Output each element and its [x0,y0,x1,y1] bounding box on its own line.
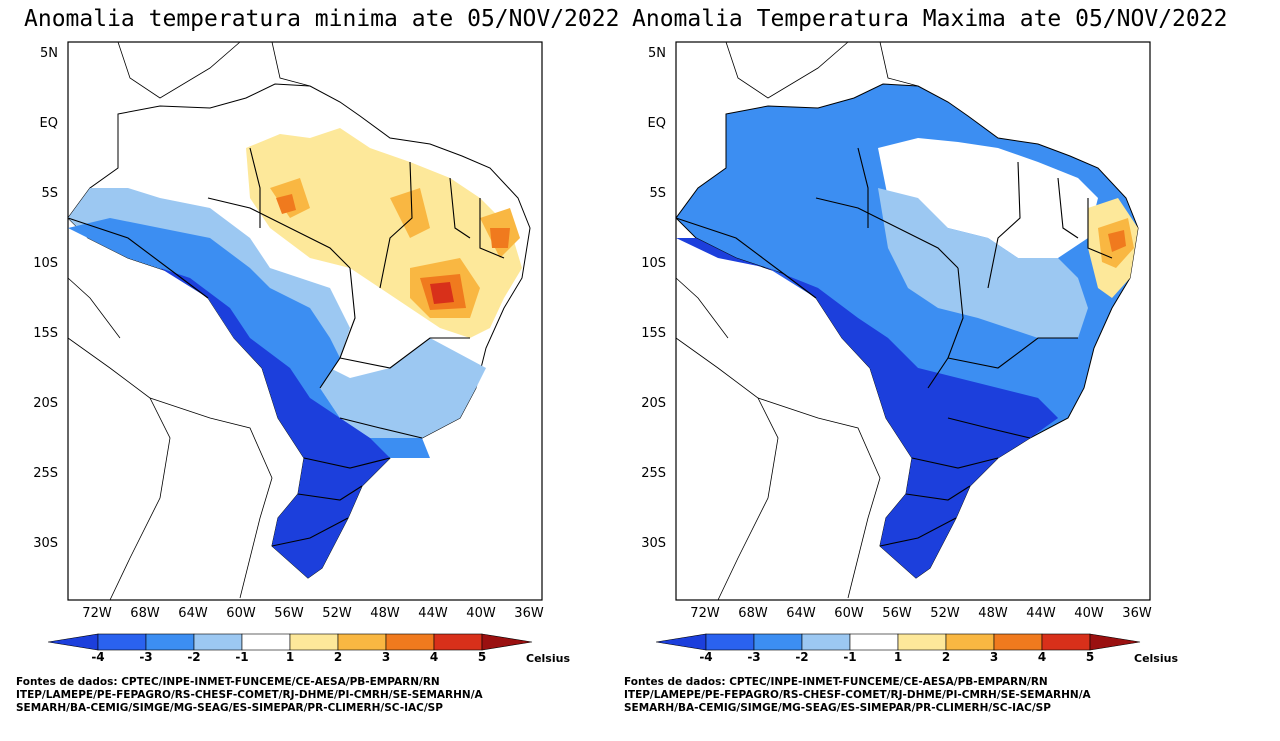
colorbar-label: -4 [91,650,105,664]
colorbar [48,633,533,651]
data-sources: Fontes de dados: CPTEC/INPE-INMET-FUNCEM… [624,676,1091,715]
lon-tick: 64W [178,606,208,621]
lon-tick: 56W [274,606,304,621]
lon-tick: 44W [1026,606,1056,621]
lat-tick: EQ [647,116,666,131]
colorbar-label: 3 [989,650,999,664]
lat-tick: 20S [641,396,666,411]
colorbar-label: 4 [429,650,439,664]
lon-tick: 68W [130,606,160,621]
colorbar-label: 5 [1085,650,1095,664]
colorbar-label: 4 [1037,650,1047,664]
lat-tick: 5N [648,46,666,61]
lat-tick: 25S [33,466,58,481]
colorbar-unit: Celsius [526,652,570,665]
lat-tick: 30S [33,536,58,551]
lon-tick: 60W [226,606,256,621]
anomaly-shading [675,83,1139,579]
min-anomaly-map [67,41,543,601]
lat-tick: 15S [641,326,666,341]
state-borders [67,147,505,547]
colorbar-label: -2 [187,650,201,664]
sources-line: Fontes de dados: CPTEC/INPE-INMET-FUNCEM… [624,676,1048,688]
anomaly-shading [67,83,531,579]
sources-line: ITEP/LAMEPE/PE-FEPAGRO/RS-CHESF-COMET/RJ… [16,689,483,701]
lon-tick: 48W [978,606,1008,621]
lon-tick: 52W [930,606,960,621]
lat-tick: 10S [33,256,58,271]
colorbar-unit: Celsius [1134,652,1178,665]
lat-tick: 15S [33,326,58,341]
colorbar-label: -4 [699,650,713,664]
colorbar-label: 5 [477,650,487,664]
country-borders [67,41,311,601]
lon-tick: 36W [1122,606,1152,621]
min-temp-panel: Anomalia temperatura minima ate 05/NOV/2… [10,0,630,741]
lon-tick: 40W [1074,606,1104,621]
lat-tick: 25S [641,466,666,481]
colorbar-label: 1 [285,650,295,664]
lon-tick: 72W [82,606,112,621]
lat-tick: 10S [641,256,666,271]
data-sources: Fontes de dados: CPTEC/INPE-INMET-FUNCEM… [16,676,483,715]
sources-line: SEMARH/BA-CEMIG/SIMGE/MG-SEAG/ES-SIMEPAR… [16,702,443,714]
colorbar [656,633,1141,651]
lat-tick: 5N [40,46,58,61]
lon-tick: 60W [834,606,864,621]
lon-tick: 64W [786,606,816,621]
colorbar-label: 2 [333,650,343,664]
lon-tick: 36W [514,606,544,621]
lon-tick: 40W [466,606,496,621]
colorbar-label: -3 [139,650,153,664]
lat-tick: 5S [41,186,58,201]
sources-line: ITEP/LAMEPE/PE-FEPAGRO/RS-CHESF-COMET/RJ… [624,689,1091,701]
lat-tick: 5S [649,186,666,201]
lat-tick: 30S [641,536,666,551]
colorbar-label: -1 [235,650,249,664]
colorbar-label: 2 [941,650,951,664]
colorbar-label: 3 [381,650,391,664]
lon-tick: 72W [690,606,720,621]
lon-tick: 52W [322,606,352,621]
lat-tick: EQ [39,116,58,131]
country-borders [675,41,919,601]
max-anomaly-map [675,41,1151,601]
colorbar-label: -3 [747,650,761,664]
lon-tick: 44W [418,606,448,621]
colorbar-label: -1 [843,650,857,664]
sources-line: Fontes de dados: CPTEC/INPE-INMET-FUNCEM… [16,676,440,688]
state-borders [675,147,1113,547]
lon-tick: 56W [882,606,912,621]
lon-tick: 48W [370,606,400,621]
sources-line: SEMARH/BA-CEMIG/SIMGE/MG-SEAG/ES-SIMEPAR… [624,702,1051,714]
panel-title: Anomalia temperatura minima ate 05/NOV/2… [24,6,620,32]
colorbar-label: -2 [795,650,809,664]
colorbar-label: 1 [893,650,903,664]
lon-tick: 68W [738,606,768,621]
lat-tick: 20S [33,396,58,411]
panel-title: Anomalia Temperatura Maxima ate 05/NOV/2… [632,6,1228,32]
max-temp-panel: Anomalia Temperatura Maxima ate 05/NOV/2… [618,0,1238,741]
